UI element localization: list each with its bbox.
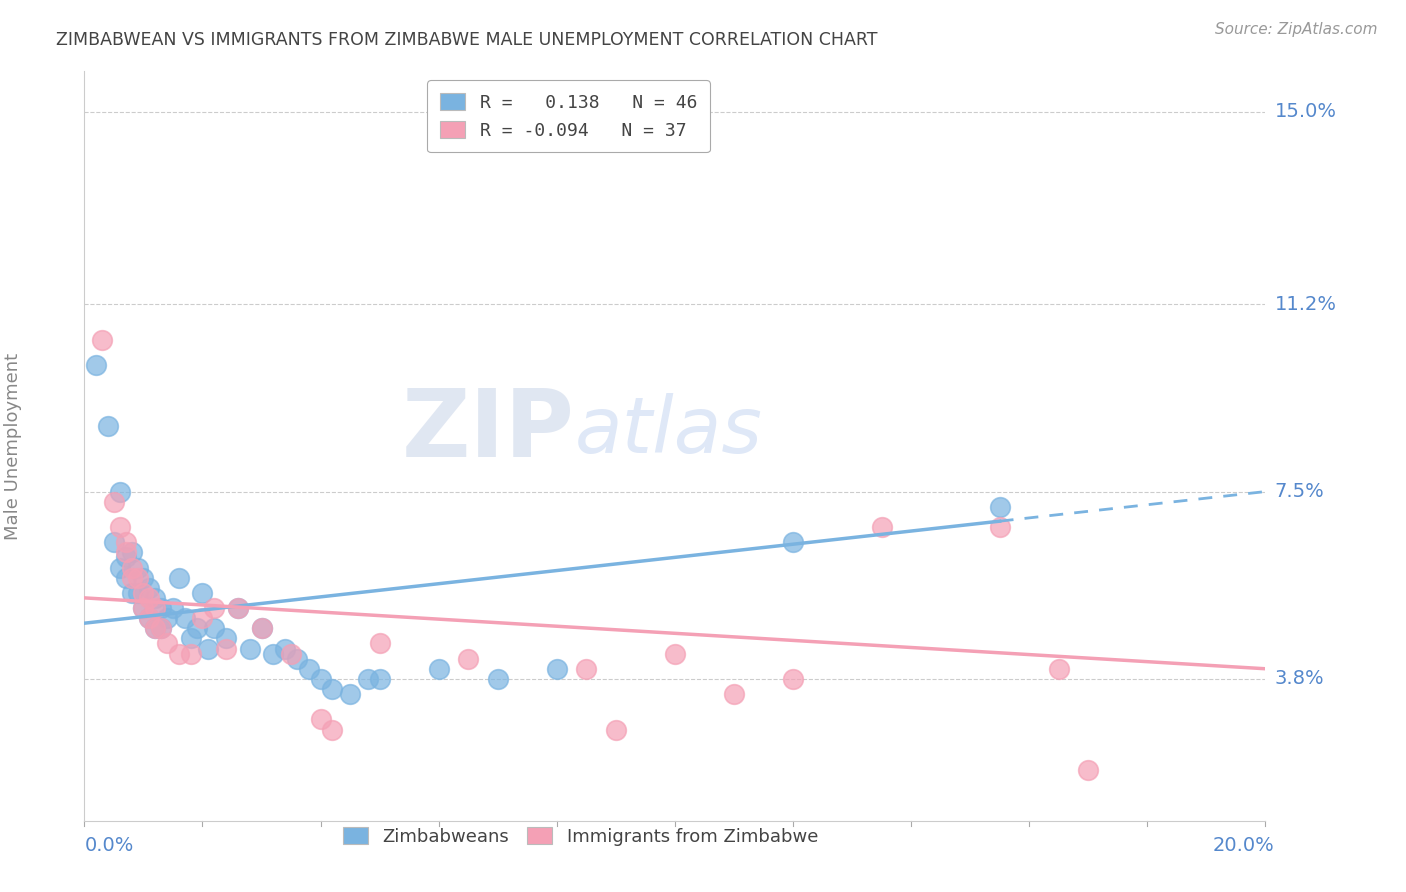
Legend: Zimbabweans, Immigrants from Zimbabwe: Zimbabweans, Immigrants from Zimbabwe xyxy=(336,820,825,853)
Text: 0.0%: 0.0% xyxy=(84,836,134,855)
Text: 3.8%: 3.8% xyxy=(1275,669,1324,689)
Point xyxy=(121,571,143,585)
Point xyxy=(215,632,238,646)
Point xyxy=(664,647,686,661)
Point xyxy=(239,641,262,656)
Point xyxy=(132,586,155,600)
Point xyxy=(457,651,479,665)
Point xyxy=(150,621,173,635)
Point xyxy=(250,621,273,635)
Point xyxy=(723,687,745,701)
Point xyxy=(167,647,190,661)
Point xyxy=(103,494,125,508)
Point xyxy=(1047,662,1070,676)
Point xyxy=(127,571,149,585)
Point xyxy=(91,333,114,347)
Point xyxy=(121,545,143,559)
Text: 20.0%: 20.0% xyxy=(1213,836,1275,855)
Point xyxy=(605,723,627,737)
Point xyxy=(262,647,284,661)
Point xyxy=(138,581,160,595)
Point xyxy=(114,550,136,565)
Text: Male Unemployment: Male Unemployment xyxy=(4,352,22,540)
Point xyxy=(143,621,166,635)
Point xyxy=(202,601,225,615)
Point xyxy=(309,712,332,726)
Point xyxy=(202,621,225,635)
Point xyxy=(138,611,160,625)
Point xyxy=(280,647,302,661)
Point xyxy=(156,636,179,650)
Point xyxy=(191,611,214,625)
Point xyxy=(114,545,136,559)
Point xyxy=(321,723,343,737)
Point xyxy=(97,418,120,433)
Point xyxy=(121,586,143,600)
Point xyxy=(132,601,155,615)
Point xyxy=(1077,763,1099,777)
Point xyxy=(143,601,166,615)
Point xyxy=(103,535,125,549)
Point xyxy=(226,601,249,615)
Point xyxy=(782,535,804,549)
Point xyxy=(339,687,361,701)
Point xyxy=(285,651,308,665)
Point xyxy=(782,672,804,686)
Point xyxy=(546,662,568,676)
Point xyxy=(108,484,131,499)
Point xyxy=(988,500,1011,514)
Point xyxy=(250,621,273,635)
Point xyxy=(156,611,179,625)
Point xyxy=(988,520,1011,534)
Point xyxy=(427,662,450,676)
Point xyxy=(143,621,166,635)
Point xyxy=(173,611,195,625)
Point xyxy=(167,571,190,585)
Point xyxy=(215,641,238,656)
Text: ZIP: ZIP xyxy=(402,385,575,477)
Point xyxy=(143,591,166,605)
Point xyxy=(368,672,391,686)
Point xyxy=(186,621,208,635)
Point xyxy=(138,611,160,625)
Text: ZIMBABWEAN VS IMMIGRANTS FROM ZIMBABWE MALE UNEMPLOYMENT CORRELATION CHART: ZIMBABWEAN VS IMMIGRANTS FROM ZIMBABWE M… xyxy=(56,31,877,49)
Text: 15.0%: 15.0% xyxy=(1275,103,1337,121)
Text: 7.5%: 7.5% xyxy=(1275,482,1324,501)
Point xyxy=(357,672,380,686)
Text: atlas: atlas xyxy=(575,393,762,469)
Point xyxy=(132,571,155,585)
Point xyxy=(486,672,509,686)
Point xyxy=(127,560,149,574)
Text: Source: ZipAtlas.com: Source: ZipAtlas.com xyxy=(1215,22,1378,37)
Point xyxy=(114,571,136,585)
Point xyxy=(114,535,136,549)
Point xyxy=(150,621,173,635)
Point xyxy=(132,601,155,615)
Point xyxy=(298,662,321,676)
Point xyxy=(274,641,297,656)
Point xyxy=(309,672,332,686)
Point xyxy=(150,601,173,615)
Point xyxy=(121,560,143,574)
Point xyxy=(226,601,249,615)
Point xyxy=(321,681,343,696)
Point xyxy=(870,520,893,534)
Point xyxy=(368,636,391,650)
Point xyxy=(108,560,131,574)
Point xyxy=(180,632,202,646)
Point xyxy=(127,586,149,600)
Point xyxy=(84,358,107,372)
Point xyxy=(191,586,214,600)
Point xyxy=(197,641,219,656)
Point xyxy=(138,591,160,605)
Point xyxy=(575,662,598,676)
Point xyxy=(180,647,202,661)
Point xyxy=(162,601,184,615)
Text: 11.2%: 11.2% xyxy=(1275,294,1337,314)
Point xyxy=(108,520,131,534)
